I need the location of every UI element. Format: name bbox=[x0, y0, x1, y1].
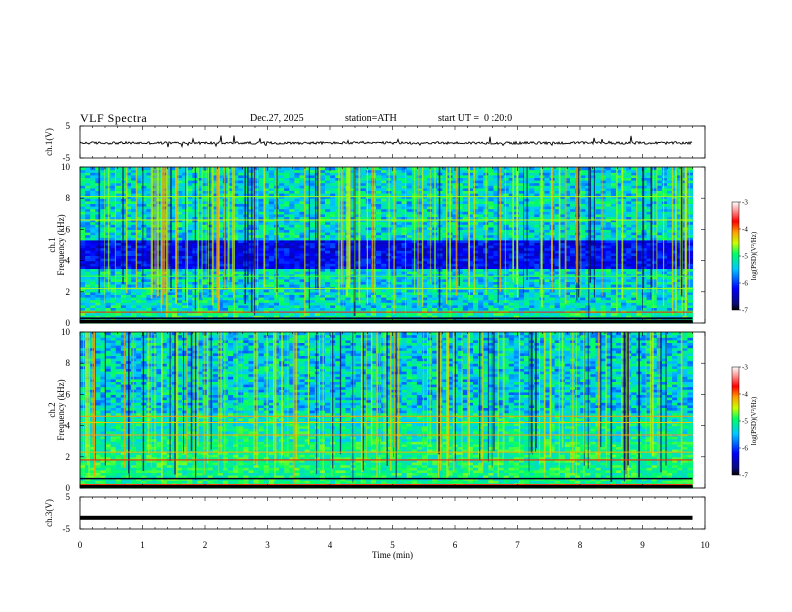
spectrogram-ch2-cells bbox=[80, 332, 694, 489]
colorbar-tick-label: -3 bbox=[742, 364, 748, 372]
colorbar-tick-label: -4 bbox=[742, 391, 748, 399]
x-tick-label: 1 bbox=[140, 540, 145, 550]
spectrogram-ch1-cells bbox=[80, 167, 694, 324]
axes-layer bbox=[79, 125, 741, 530]
x-tick-label: 5 bbox=[390, 540, 395, 550]
y-tick-label-ch1-spectrogram: 2 bbox=[66, 287, 71, 297]
y-tick-label-ch2-spectrogram: 2 bbox=[66, 452, 71, 462]
x-tick-label: 7 bbox=[515, 540, 520, 550]
x-tick-label: 0 bbox=[78, 540, 83, 550]
y-tick-label-ch1-spectrogram: 0 bbox=[66, 318, 71, 328]
data-layer bbox=[79, 135, 740, 520]
x-tick-label: 10 bbox=[701, 540, 711, 550]
colorbar-tick-label: -6 bbox=[742, 445, 748, 453]
y-axis-label-ch1-waveform: ch.1(V) bbox=[44, 128, 54, 156]
ch3-waveform-trace bbox=[80, 515, 693, 520]
colorbar-tick-label: -4 bbox=[742, 226, 748, 234]
colorbar-label: log(PSD)(V²/Hz) bbox=[750, 231, 758, 280]
y-tick-label-ch2-spectrogram: 6 bbox=[66, 389, 71, 399]
colorbar-ch2-spectrogram bbox=[731, 366, 740, 476]
y-tick-label-ch1-waveform: 5 bbox=[66, 121, 71, 131]
y-tick-label-ch1-spectrogram: 4 bbox=[66, 256, 71, 266]
panel-frame-ch3-waveform bbox=[79, 496, 706, 530]
y-tick-label-ch3-waveform: 5 bbox=[66, 492, 71, 502]
colorbar-tick-label: -7 bbox=[742, 307, 748, 315]
x-axis-label: Time (min) bbox=[372, 550, 413, 560]
colorbar-tick-label: -5 bbox=[742, 253, 748, 261]
y-tick-label-ch1-spectrogram: 10 bbox=[61, 162, 71, 172]
colorbar-label: log(PSD)(V²/Hz) bbox=[750, 396, 758, 445]
y-tick-label-ch2-spectrogram: 10 bbox=[61, 327, 71, 337]
date-label: Dec.27, 2025 bbox=[250, 113, 304, 124]
y-tick-label-ch2-spectrogram: 0 bbox=[66, 483, 71, 493]
y-tick-label-ch2-spectrogram: 8 bbox=[66, 358, 71, 368]
x-tick-label: 4 bbox=[328, 540, 333, 550]
x-tick-label: 2 bbox=[203, 540, 208, 550]
colorbar-tick-label: -5 bbox=[742, 418, 748, 426]
y-axis-label-ch2-spectrogram: ch.2Frequency (kHz) bbox=[47, 379, 66, 440]
y-tick-label-ch1-waveform: -5 bbox=[63, 153, 71, 163]
y-axis-label-ch3-waveform: ch.3(V) bbox=[44, 499, 54, 527]
start-ut-label: start UT = 0 :20:0 bbox=[438, 113, 513, 124]
x-tick-label: 8 bbox=[578, 540, 583, 550]
colorbar-tick-label: -3 bbox=[742, 199, 748, 207]
x-tick-label: 6 bbox=[453, 540, 458, 550]
colorbar-ch1-spectrogram bbox=[731, 201, 740, 311]
x-tick-label: 9 bbox=[640, 540, 645, 550]
x-tick-label: 3 bbox=[265, 540, 270, 550]
y-tick-label-ch1-spectrogram: 6 bbox=[66, 224, 71, 234]
y-axis-label-ch1-spectrogram: ch.1Frequency (kHz) bbox=[47, 214, 66, 275]
y-tick-label-ch1-spectrogram: 8 bbox=[66, 193, 71, 203]
ch1-waveform-trace bbox=[79, 135, 693, 149]
y-tick-label-ch2-spectrogram: 4 bbox=[66, 421, 71, 431]
y-tick-label-ch3-waveform: -5 bbox=[63, 524, 71, 534]
station-label: station=ATH bbox=[345, 113, 397, 124]
colorbar-tick-label: -6 bbox=[742, 280, 748, 288]
figure-title: VLF Spectra bbox=[80, 111, 148, 125]
colorbar-tick-label: -7 bbox=[742, 472, 748, 480]
